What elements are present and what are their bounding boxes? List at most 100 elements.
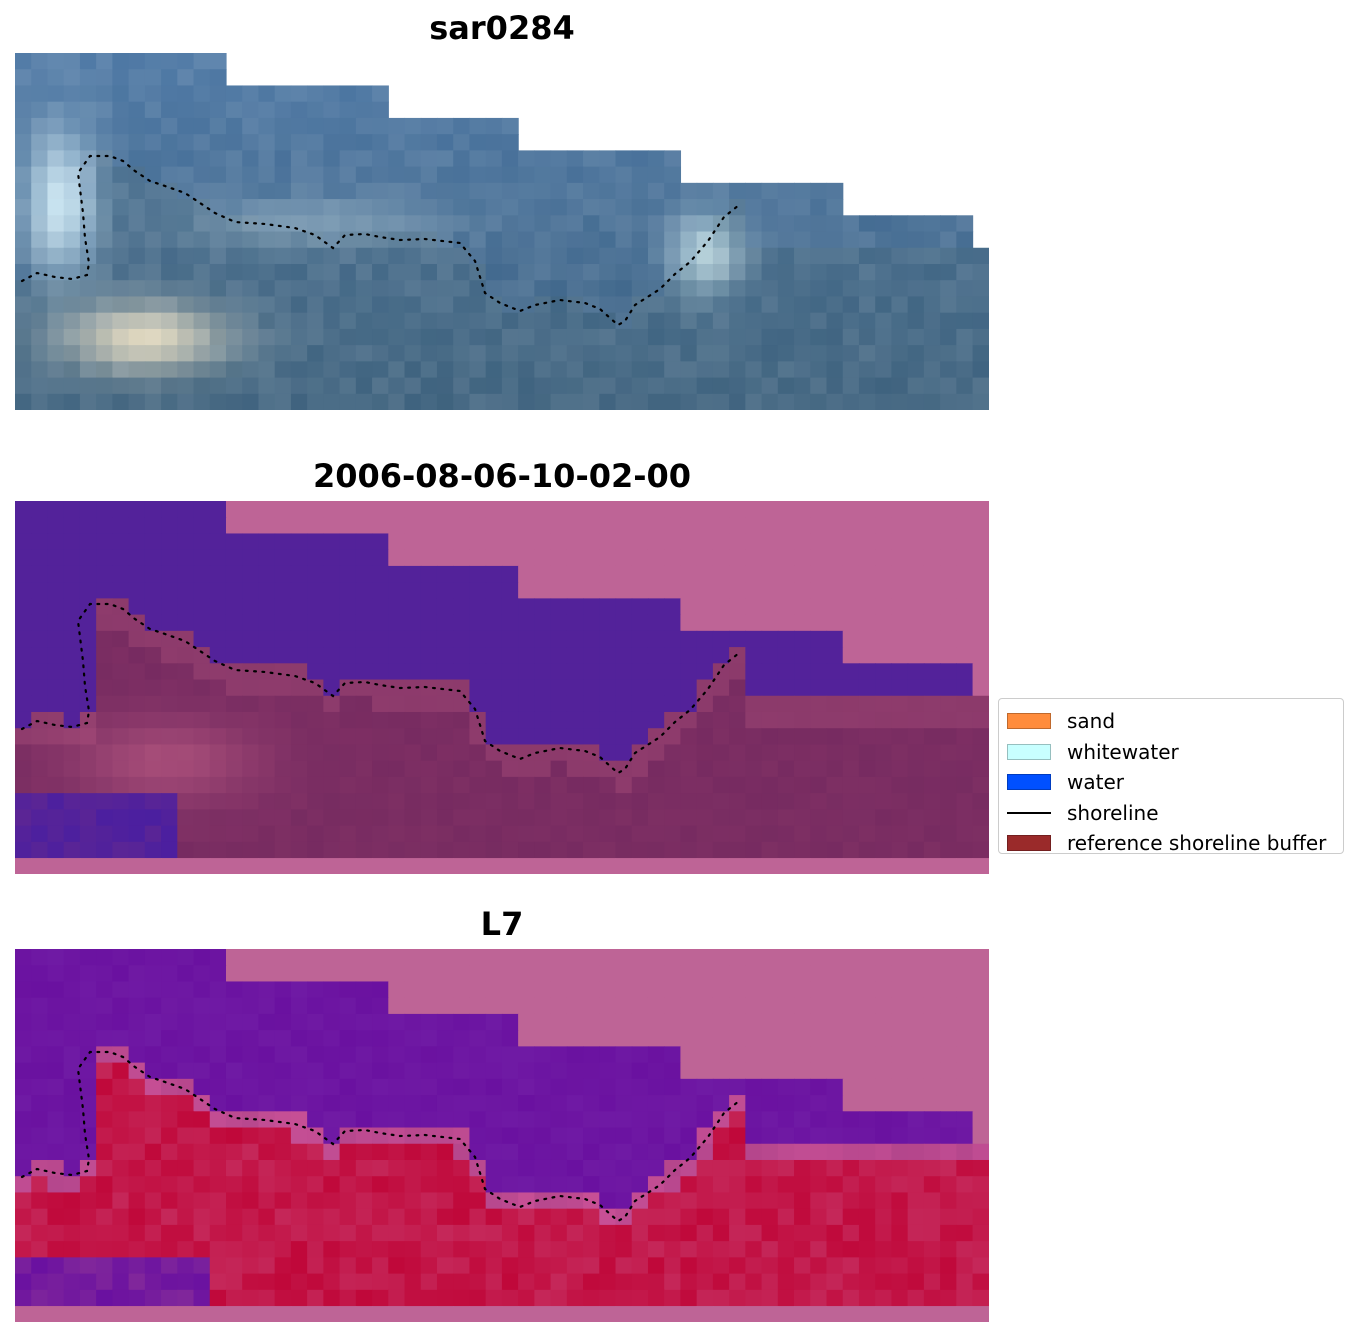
raster-cell: [907, 1306, 925, 1322]
raster-cell: [339, 1224, 357, 1242]
raster-cell: [712, 679, 730, 697]
raster-cell: [47, 663, 65, 681]
raster-cell: [842, 345, 860, 362]
raster-cell: [372, 101, 389, 119]
raster-cell: [940, 1046, 957, 1064]
raster-cell: [664, 312, 682, 330]
raster-cell: [404, 695, 422, 713]
raster-cell: [485, 312, 503, 330]
raster-cell: [615, 728, 633, 746]
raster-cell: [242, 614, 260, 632]
raster-cell: [355, 263, 373, 281]
raster-cell: [631, 841, 649, 859]
raster-cell: [680, 981, 698, 999]
raster-cell: [615, 393, 633, 410]
raster-cell: [842, 312, 860, 330]
raster-cell: [193, 345, 211, 362]
raster-cell: [891, 1095, 909, 1112]
raster-cell: [47, 501, 65, 518]
raster-cell: [128, 793, 146, 810]
raster-cell: [485, 1078, 503, 1096]
raster-cell: [355, 614, 373, 632]
raster-cell: [339, 1208, 357, 1226]
raster-cell: [258, 1030, 276, 1047]
raster-cell: [144, 215, 162, 233]
raster-cell: [875, 997, 893, 1015]
raster-cell: [258, 728, 276, 746]
raster-cell: [112, 117, 130, 135]
raster-cell: [972, 711, 989, 729]
raster-cell: [404, 582, 422, 599]
raster-cell: [290, 582, 308, 599]
raster-cell: [501, 1289, 519, 1307]
raster-cell: [891, 1289, 909, 1307]
raster-cell: [161, 166, 178, 184]
raster-cell: [599, 695, 617, 713]
raster-cell: [940, 825, 957, 843]
raster-cell: [550, 280, 568, 298]
raster-cell: [47, 361, 65, 379]
raster-cell: [420, 501, 438, 518]
raster-cell: [307, 215, 324, 233]
raster-cell: [323, 825, 341, 843]
raster-cell: [518, 997, 535, 1015]
raster-cell: [193, 517, 211, 535]
raster-cell: [631, 825, 649, 843]
raster-cell: [128, 728, 146, 746]
raster-cell: [242, 85, 260, 103]
raster-cell: [47, 679, 65, 697]
raster-cell: [566, 679, 584, 697]
raster-cell: [15, 280, 32, 298]
raster-cell: [956, 965, 974, 983]
raster-cell: [323, 858, 341, 874]
raster-cell: [680, 711, 698, 729]
raster-cell: [404, 1289, 422, 1307]
raster-cell: [745, 809, 763, 827]
raster-cell: [599, 1143, 617, 1161]
raster-cell: [485, 199, 503, 216]
raster-cell: [599, 711, 617, 729]
raster-cell: [940, 630, 957, 648]
raster-cell: [47, 328, 65, 346]
raster-cell: [112, 393, 130, 410]
raster-cell: [63, 565, 81, 583]
raster-cell: [826, 1273, 844, 1291]
raster-cell: [729, 582, 746, 599]
raster-cell: [858, 312, 876, 330]
raster-cell: [161, 582, 178, 599]
raster-cell: [453, 1241, 471, 1258]
raster-cell: [485, 1241, 503, 1258]
raster-cell: [128, 199, 146, 216]
raster-cell: [225, 858, 243, 874]
raster-cell: [388, 760, 406, 778]
raster-cell: [15, 728, 32, 746]
raster-cell: [63, 166, 81, 184]
raster-cell: [972, 1289, 989, 1307]
raster-cell: [420, 549, 438, 567]
raster-cell: [242, 1111, 260, 1129]
raster-cell: [777, 760, 795, 778]
raster-cell: [307, 101, 324, 119]
raster-cell: [631, 1046, 649, 1064]
raster-cell: [631, 711, 649, 729]
raster-cell: [664, 711, 682, 729]
raster-cell: [355, 134, 373, 151]
raster-cell: [128, 1159, 146, 1177]
raster-cell: [225, 598, 243, 616]
raster-cell: [307, 517, 324, 535]
raster-cell: [680, 312, 698, 330]
raster-cell: [31, 377, 49, 395]
raster-cell: [209, 85, 227, 103]
raster-cell: [794, 1111, 811, 1129]
raster-cell: [290, 841, 308, 859]
raster-cell: [258, 1289, 276, 1307]
legend-label-water: water: [1067, 770, 1124, 795]
raster-cell: [420, 997, 438, 1015]
raster-cell: [388, 1224, 406, 1242]
raster-cell: [647, 711, 665, 729]
raster-cell: [615, 1013, 633, 1031]
raster-cell: [858, 793, 876, 810]
raster-cell: [875, 215, 893, 233]
raster-cell: [550, 361, 568, 379]
raster-cell: [307, 841, 324, 859]
